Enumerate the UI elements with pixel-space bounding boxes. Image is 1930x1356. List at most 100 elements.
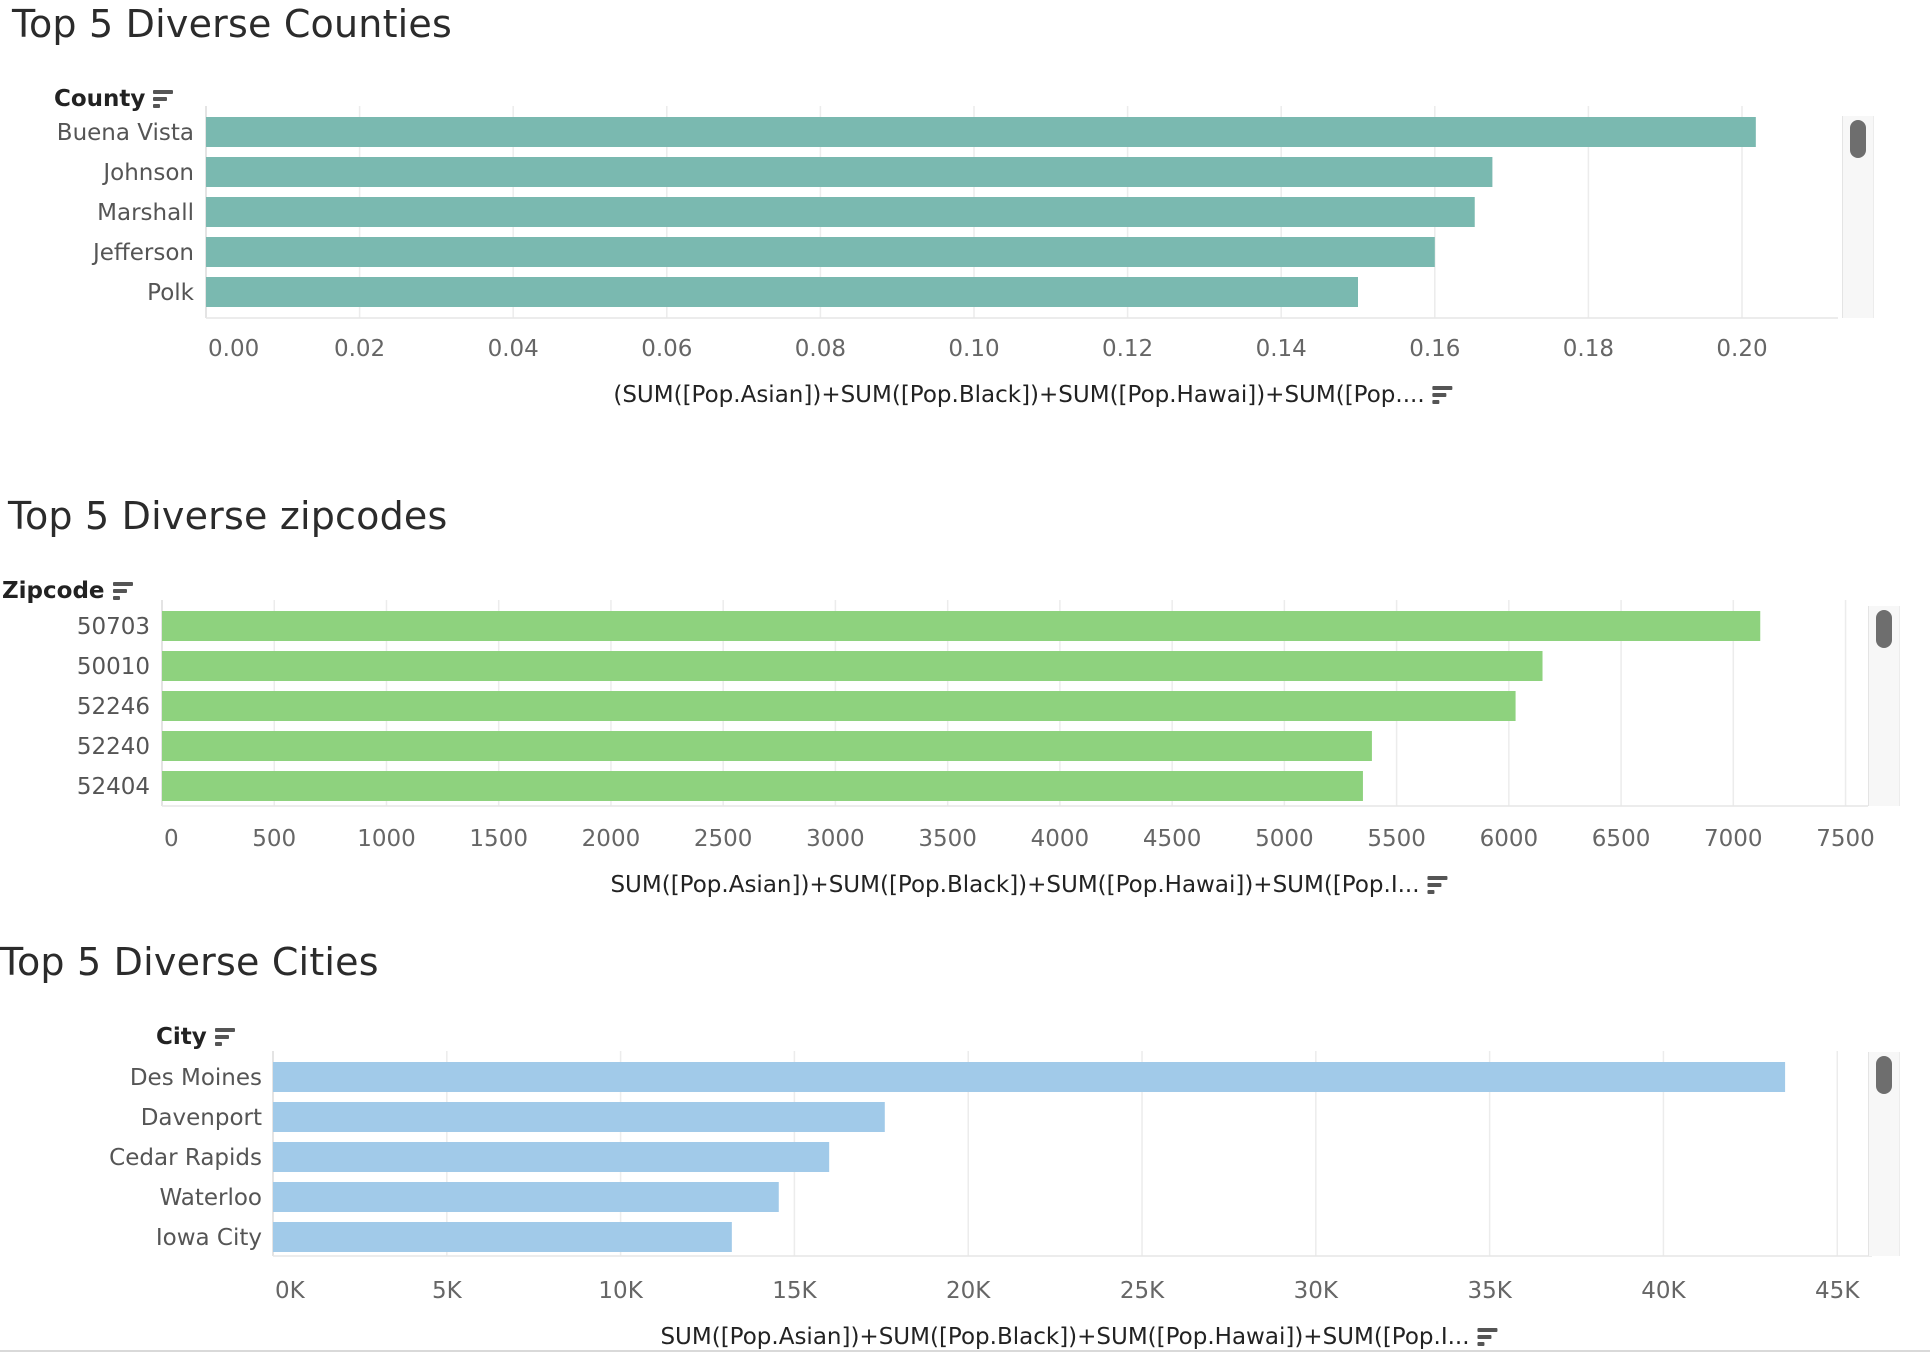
chart-title: Top 5 Diverse zipcodes xyxy=(8,494,448,538)
x-axis-title[interactable]: SUM([Pop.Asian])+SUM([Pop.Black])+SUM([P… xyxy=(660,1324,1499,1350)
tick-label: 0.04 xyxy=(488,336,539,362)
category-label: 52240 xyxy=(77,734,150,760)
scrollbar[interactable] xyxy=(1868,606,1900,806)
scrollbar[interactable] xyxy=(1842,116,1874,318)
bottom-divider xyxy=(0,1350,1930,1352)
dimension-label: Zipcode xyxy=(2,578,105,604)
chart-counties: Top 5 Diverse Counties County Buena Vist… xyxy=(0,0,1930,440)
tick-label: 0.12 xyxy=(1102,336,1153,362)
bar xyxy=(206,197,1475,227)
bar xyxy=(273,1102,885,1132)
x-axis-label: SUM([Pop.Asian])+SUM([Pop.Black])+SUM([P… xyxy=(610,872,1420,898)
bar-plot: Buena Vista Johnson Marshall Jefferson Polk 0… xyxy=(57,106,1838,362)
bar xyxy=(206,277,1358,307)
x-axis-title[interactable]: SUM([Pop.Asian])+SUM([Pop.Black])+SUM([P… xyxy=(610,872,1449,898)
tick-label: 25K xyxy=(1120,1278,1165,1304)
tick-label: 6500 xyxy=(1592,826,1651,852)
tick-label: 0.18 xyxy=(1563,336,1614,362)
category-label: Waterloo xyxy=(159,1185,262,1211)
x-axis-label: (SUM([Pop.Asian])+SUM([Pop.Black])+SUM([… xyxy=(613,382,1425,408)
category-label: Marshall xyxy=(97,200,194,226)
tick-label: 10K xyxy=(598,1278,643,1304)
category-label: Polk xyxy=(147,280,195,306)
tick-label: 0.16 xyxy=(1409,336,1460,362)
category-label: 52404 xyxy=(77,774,150,800)
chart-title: Top 5 Diverse Counties xyxy=(12,2,453,46)
bar xyxy=(206,157,1493,187)
tick-label: 30K xyxy=(1294,1278,1339,1304)
bar xyxy=(273,1142,830,1172)
dimension-label: County xyxy=(54,86,146,112)
sort-icon[interactable] xyxy=(214,1028,237,1046)
tick-label: 5000 xyxy=(1255,826,1314,852)
bar xyxy=(206,117,1756,147)
tick-label: 35K xyxy=(1467,1278,1512,1304)
tick-label: 500 xyxy=(252,826,296,852)
tick-label: 5500 xyxy=(1367,826,1426,852)
tick-label: 0.06 xyxy=(641,336,692,362)
tick-label: 0.02 xyxy=(334,336,385,362)
sort-icon[interactable] xyxy=(1427,876,1450,894)
sort-icon[interactable] xyxy=(153,90,175,108)
tick-label: 0K xyxy=(275,1278,306,1304)
category-label: 50010 xyxy=(77,654,150,680)
bar xyxy=(206,237,1435,267)
x-axis-label: SUM([Pop.Asian])+SUM([Pop.Black])+SUM([P… xyxy=(660,1324,1470,1350)
tick-label: 2000 xyxy=(582,826,641,852)
category-label: 50703 xyxy=(77,614,150,640)
bar-plot: 50703 50010 52246 52240 52404 0 500 1000 1500 200… xyxy=(77,600,1875,852)
scrollbar-thumb[interactable] xyxy=(1876,610,1892,648)
sort-icon[interactable] xyxy=(1477,1328,1500,1346)
tick-label: 3500 xyxy=(918,826,977,852)
tick-label: 0.08 xyxy=(795,336,846,362)
tick-label: 0 xyxy=(164,826,179,852)
bar xyxy=(162,611,1761,641)
x-axis-title[interactable]: (SUM([Pop.Asian])+SUM([Pop.Black])+SUM([… xyxy=(613,382,1454,408)
dimension-header[interactable]: County xyxy=(54,86,175,112)
tick-label: 7500 xyxy=(1816,826,1875,852)
tick-label: 4500 xyxy=(1143,826,1202,852)
tick-label: 0.20 xyxy=(1716,336,1767,362)
sort-icon[interactable] xyxy=(112,582,135,600)
tick-label: 40K xyxy=(1641,1278,1686,1304)
bar xyxy=(162,771,1363,801)
category-label: 52246 xyxy=(77,694,150,720)
tick-label: 0.00 xyxy=(208,336,259,362)
tick-label: 15K xyxy=(772,1278,817,1304)
category-label: Des Moines xyxy=(130,1065,262,1091)
bar-plot: Des Moines Davenport Cedar Rapids Waterloo I… xyxy=(109,1051,1872,1304)
category-label: Buena Vista xyxy=(57,120,194,146)
bar xyxy=(273,1222,732,1252)
category-label: Davenport xyxy=(141,1105,262,1131)
tick-label: 6000 xyxy=(1480,826,1539,852)
bar xyxy=(162,691,1516,721)
tick-label: 0.14 xyxy=(1256,336,1307,362)
tick-label: 5K xyxy=(432,1278,463,1304)
dimension-label: City xyxy=(156,1024,207,1050)
tick-label: 1000 xyxy=(357,826,416,852)
tick-label: 4000 xyxy=(1031,826,1090,852)
tick-label: 1500 xyxy=(469,826,528,852)
tick-label: 20K xyxy=(946,1278,991,1304)
scrollbar-thumb[interactable] xyxy=(1850,120,1866,158)
tick-label: 45K xyxy=(1815,1278,1860,1304)
bar xyxy=(273,1062,1786,1092)
category-label: Johnson xyxy=(101,160,194,186)
bar xyxy=(162,731,1372,761)
chart-title: Top 5 Diverse Cities xyxy=(0,940,379,984)
dimension-header[interactable]: Zipcode xyxy=(2,578,135,604)
sort-icon[interactable] xyxy=(1432,386,1455,404)
scrollbar[interactable] xyxy=(1868,1052,1900,1256)
category-label: Jefferson xyxy=(91,240,194,266)
tick-label: 3000 xyxy=(806,826,865,852)
scrollbar-thumb[interactable] xyxy=(1876,1056,1892,1094)
tick-label: 2500 xyxy=(694,826,753,852)
category-label: Iowa City xyxy=(156,1225,262,1251)
bar xyxy=(162,651,1543,681)
bar xyxy=(273,1182,779,1212)
tick-label: 0.10 xyxy=(948,336,999,362)
tick-label: 7000 xyxy=(1704,826,1763,852)
category-label: Cedar Rapids xyxy=(109,1145,262,1171)
dimension-header[interactable]: City xyxy=(156,1024,237,1050)
